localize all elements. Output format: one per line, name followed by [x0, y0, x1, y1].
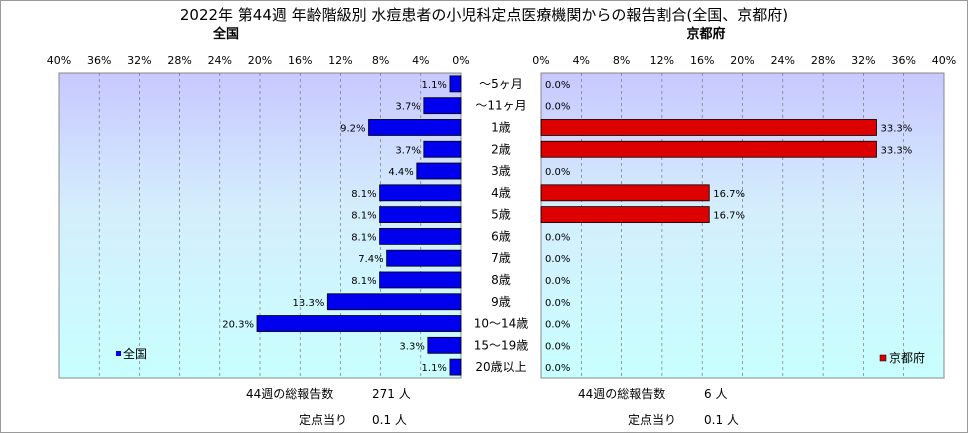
right-value-label: 0.0%: [545, 254, 570, 265]
left-value-label: 3.7%: [395, 102, 420, 113]
legend-marker-kyoto: [879, 354, 887, 362]
left-tick-label: 4%: [412, 54, 429, 67]
left-bar: [256, 315, 462, 332]
category-label: 8歳: [491, 273, 511, 287]
right-tick-label: 36%: [891, 54, 915, 67]
right-value-label: 0.0%: [545, 363, 570, 374]
left-tick-label: 32%: [127, 54, 151, 67]
right-value-label: 16.7%: [713, 211, 745, 222]
legend-zenkoku: 全国: [123, 346, 147, 361]
legend-marker-zenkoku: [116, 351, 121, 356]
right-value-label: 33.3%: [880, 145, 912, 156]
left-bar: [449, 358, 462, 376]
left-value-label: 3.3%: [399, 341, 424, 352]
right-per-label: 定点当り: [628, 412, 676, 427]
right-tick-label: 20%: [730, 54, 754, 67]
left-bar: [379, 184, 462, 202]
left-value-label: 3.7%: [395, 145, 420, 156]
left-value-label: 7.4%: [358, 254, 383, 265]
right-value-label: 33.3%: [880, 123, 912, 134]
category-label: ～5ヶ月: [479, 77, 523, 91]
left-value-label: 1.1%: [422, 363, 447, 374]
left-tick-label: 36%: [87, 54, 111, 67]
left-value-label: 4.4%: [388, 167, 413, 178]
right-tick-label: 40%: [932, 54, 956, 67]
left-value-label: 1.1%: [422, 80, 447, 91]
right-value-label: 0.0%: [545, 232, 570, 243]
left-bar: [449, 75, 462, 93]
category-label: 1歳: [491, 120, 511, 134]
right-value-label: 0.0%: [545, 298, 570, 309]
left-value-label: 8.1%: [351, 232, 376, 243]
left-value-label: 8.1%: [351, 276, 376, 287]
category-label: 5歳: [491, 208, 511, 222]
category-label: 20歳以上: [475, 360, 526, 374]
legend-kyoto: 京都府: [889, 350, 925, 365]
left-tick-label: 40%: [47, 54, 71, 67]
left-value-label: 9.2%: [340, 123, 365, 134]
right-tick-label: 0%: [532, 54, 549, 67]
left-bar: [423, 140, 462, 158]
right-bar: [540, 140, 877, 158]
right-tick-label: 4%: [573, 54, 590, 67]
category-label: ～11ヶ月: [475, 99, 526, 113]
left-tick-label: 0%: [452, 54, 469, 67]
left-value-label: 8.1%: [351, 189, 376, 200]
left-bar: [379, 227, 462, 245]
right-per-value: 0.1 人: [704, 413, 739, 427]
left-value-label: 13.3%: [293, 298, 325, 309]
category-label: 3歳: [491, 164, 511, 178]
right-tick-label: 28%: [811, 54, 835, 67]
right-bar: [540, 119, 877, 136]
left-tick-label: 24%: [208, 54, 232, 67]
right-value-label: 0.0%: [545, 276, 570, 287]
left-bar: [379, 271, 462, 289]
left-bar: [423, 97, 462, 115]
right-tick-label: 8%: [613, 54, 630, 67]
category-label: 6歳: [491, 229, 511, 243]
right-value-label: 0.0%: [545, 167, 570, 178]
right-total-value: 6 人: [704, 387, 727, 401]
left-value-label: 20.3%: [222, 320, 254, 331]
right-value-label: 16.7%: [713, 189, 745, 200]
category-label: 2歳: [491, 142, 511, 156]
category-label: 7歳: [491, 251, 511, 265]
right-panel-title: 京都府: [686, 26, 725, 42]
left-tick-label: 20%: [248, 54, 272, 67]
right-value-label: 0.0%: [545, 341, 570, 352]
right-value-label: 0.0%: [545, 102, 570, 113]
left-per-label: 定点当り: [299, 412, 347, 427]
left-tick-label: 16%: [288, 54, 312, 67]
left-total-value: 271 人: [372, 387, 411, 401]
left-bar: [416, 162, 462, 180]
left-tick-label: 28%: [167, 54, 191, 67]
right-tick-label: 12%: [650, 54, 674, 67]
category-label: 15～19歳: [474, 338, 529, 352]
category-label: 9歳: [491, 295, 511, 309]
left-bar: [379, 206, 462, 224]
right-bar: [540, 206, 710, 224]
right-value-label: 0.0%: [545, 80, 570, 91]
right-value-label: 0.0%: [545, 320, 570, 331]
left-bar: [386, 249, 462, 267]
left-bar: [427, 336, 462, 354]
left-panel-title: 全国: [212, 26, 239, 42]
right-bar: [540, 184, 710, 202]
category-label: 10～14歳: [474, 317, 529, 331]
left-tick-label: 8%: [372, 54, 389, 67]
right-tick-label: 24%: [771, 54, 795, 67]
right-tick-label: 16%: [690, 54, 714, 67]
left-per-value: 0.1 人: [372, 413, 407, 427]
left-bar: [326, 293, 462, 311]
right-tick-label: 32%: [851, 54, 875, 67]
category-label: 4歳: [491, 186, 511, 200]
left-bar: [368, 119, 462, 136]
left-tick-label: 12%: [328, 54, 352, 67]
right-total-label: 44週の総報告数: [578, 386, 665, 401]
left-value-label: 8.1%: [351, 211, 376, 222]
chart-title: 2022年 第44週 年齢階級別 水痘患者の小児科定点医療機関からの報告割合(全…: [180, 6, 788, 24]
left-total-label: 44週の総報告数: [246, 386, 333, 401]
